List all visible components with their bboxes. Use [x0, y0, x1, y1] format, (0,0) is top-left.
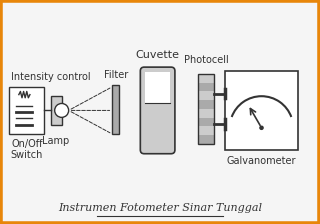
Text: Galvanometer: Galvanometer: [227, 156, 296, 166]
Bar: [198, 100, 214, 109]
Bar: [198, 74, 214, 144]
Text: Lamp: Lamp: [42, 136, 69, 146]
FancyBboxPatch shape: [9, 87, 44, 134]
Bar: [198, 126, 214, 135]
Bar: [198, 83, 214, 91]
Text: Photocell: Photocell: [184, 55, 228, 65]
Bar: [198, 135, 214, 144]
Circle shape: [260, 126, 263, 129]
Text: Intensity control: Intensity control: [11, 72, 91, 82]
FancyBboxPatch shape: [112, 85, 119, 134]
Text: Cuvette: Cuvette: [136, 50, 180, 60]
Text: On/Off
Switch: On/Off Switch: [11, 139, 43, 160]
FancyBboxPatch shape: [51, 96, 62, 125]
Bar: [198, 91, 214, 100]
Bar: [198, 109, 214, 118]
Bar: [198, 74, 214, 83]
FancyBboxPatch shape: [140, 67, 175, 154]
Text: Filter: Filter: [104, 70, 128, 80]
Bar: [145, 73, 171, 103]
FancyBboxPatch shape: [225, 71, 298, 150]
Circle shape: [55, 103, 68, 117]
Text: Instrumen Fotometer Sinar Tunggal: Instrumen Fotometer Sinar Tunggal: [58, 203, 262, 213]
Bar: [198, 118, 214, 126]
